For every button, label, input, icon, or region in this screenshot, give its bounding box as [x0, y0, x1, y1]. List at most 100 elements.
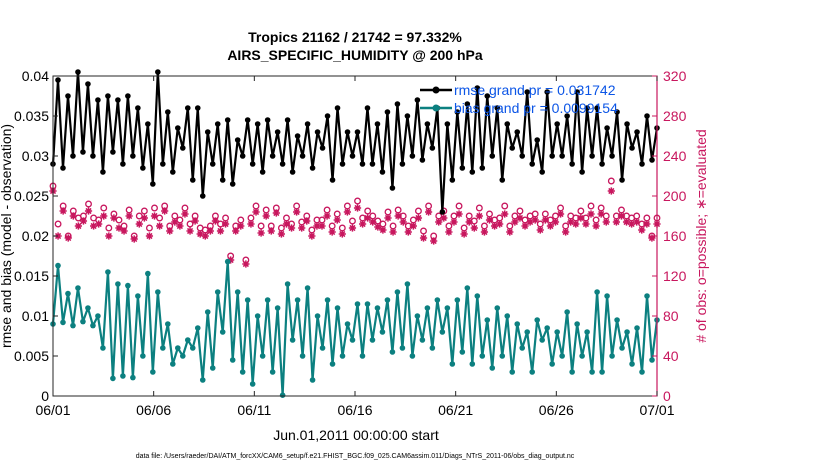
y-left-tick-label: 0.03	[22, 148, 49, 164]
bias-point	[619, 345, 625, 351]
rmse-point	[589, 153, 595, 159]
y-left-tick-label: 0.025	[14, 188, 49, 204]
evaluated-point	[125, 212, 133, 220]
bias-point	[434, 297, 441, 303]
evaluated-point	[313, 222, 321, 230]
evaluated-point	[572, 220, 580, 228]
bias-point	[334, 305, 341, 311]
rmse-point	[429, 145, 436, 151]
evaluated-point	[430, 237, 438, 245]
y-left-tick-label: 0.015	[14, 268, 49, 284]
bias-point	[284, 281, 291, 287]
possible-point	[516, 207, 524, 215]
bias-point	[644, 293, 650, 299]
evaluated-point	[282, 220, 291, 228]
evaluated-point	[176, 222, 184, 230]
rmse-point	[399, 161, 406, 167]
rmse-point	[539, 169, 545, 175]
possible-point	[607, 177, 615, 185]
rmse-point	[464, 101, 471, 107]
evaluated-point	[516, 214, 524, 222]
rmse-point	[354, 129, 361, 135]
rmse-point	[624, 121, 630, 127]
rmse-point	[444, 121, 451, 127]
bias-point	[529, 369, 536, 375]
evaluated-point	[303, 217, 311, 225]
evaluated-point	[145, 232, 154, 240]
evaluated-point	[262, 212, 270, 220]
evaluated-point	[587, 210, 595, 218]
possible-point	[54, 220, 62, 228]
rmse-point	[70, 153, 76, 159]
legend-rmse-marker	[432, 86, 440, 94]
rmse-point	[135, 105, 141, 111]
y-right-tick-label: 200	[663, 188, 687, 204]
evaluated-point	[206, 227, 214, 235]
rmse-point	[219, 177, 226, 183]
bias-point	[194, 325, 201, 331]
bias-point	[55, 262, 61, 269]
evaluated-point	[394, 212, 402, 220]
evaluated-point	[379, 226, 387, 234]
y-left-tick-label: 0	[41, 388, 49, 404]
rmse-point	[494, 105, 501, 111]
bias-point	[514, 321, 521, 327]
bias-point	[115, 281, 121, 287]
evaluated-point	[612, 218, 620, 226]
evaluated-point	[287, 224, 296, 232]
rmse-point	[60, 165, 66, 171]
rmse-point	[224, 117, 231, 123]
rmse-point	[294, 133, 301, 139]
y-axis-left-label: rmse and bias (model - observation)	[0, 124, 14, 348]
possible-point	[140, 207, 148, 215]
rmse-point	[349, 153, 356, 159]
bias-point	[344, 321, 351, 327]
bias-point	[254, 313, 261, 319]
evaluated-point	[161, 207, 169, 215]
evaluated-point	[384, 214, 392, 222]
evaluated-point	[389, 228, 397, 236]
rmse-point	[125, 93, 131, 99]
bias-point	[179, 353, 186, 359]
evaluated-point	[221, 220, 230, 228]
rmse-point	[304, 121, 311, 127]
evaluated-point	[622, 218, 631, 226]
evaluated-point	[201, 232, 209, 240]
rmse-point	[189, 177, 196, 183]
bias-point	[519, 345, 526, 351]
evaluated-point	[323, 212, 331, 220]
bias-point	[414, 313, 421, 319]
bias-point	[409, 353, 416, 359]
evaluated-point	[257, 229, 265, 237]
evaluated-point	[577, 214, 585, 222]
bias-point	[614, 317, 620, 323]
possible-point	[257, 222, 265, 230]
rmse-point	[489, 153, 496, 159]
evaluated-point	[374, 223, 382, 231]
rmse-point	[584, 105, 590, 111]
bias-point	[629, 361, 635, 367]
evaluated-point	[181, 210, 189, 218]
rmse-point	[279, 161, 286, 167]
y-right-tick-label: 40	[663, 348, 679, 364]
bias-point	[609, 353, 615, 359]
rmse-point	[629, 145, 635, 151]
possible-point	[501, 202, 509, 210]
rmse-point	[474, 85, 481, 91]
rmse-point	[329, 177, 336, 183]
evaluated-point	[460, 230, 468, 238]
rmse-point	[619, 177, 625, 183]
rmse-point	[454, 109, 461, 115]
rmse-point	[574, 89, 580, 95]
evaluated-point	[597, 210, 605, 218]
evaluated-point	[166, 227, 174, 235]
bias-point	[170, 361, 176, 367]
x-axis-label: Jun.01,2011 00:00:00 start	[273, 427, 439, 443]
rmse-point	[179, 145, 186, 151]
evaluated-point	[531, 216, 539, 224]
evaluated-point	[191, 217, 199, 225]
possible-point	[186, 220, 194, 228]
evaluated-point	[95, 220, 103, 228]
rmse-point	[259, 169, 266, 175]
rmse-point	[184, 105, 191, 111]
